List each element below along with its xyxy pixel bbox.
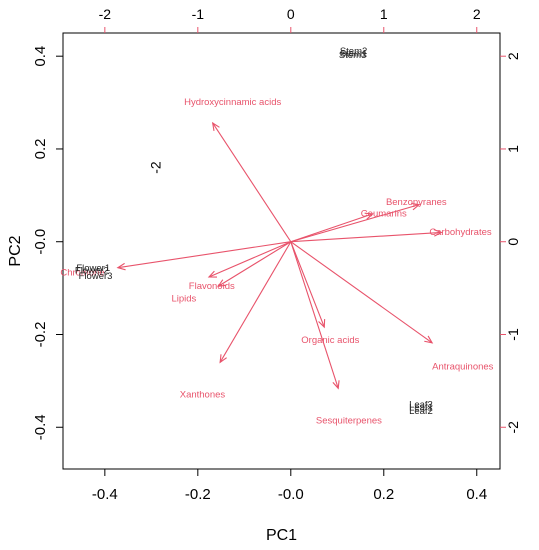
variable-label: Benzopyranes: [386, 197, 447, 208]
arrow-shaft: [219, 241, 292, 363]
observation-label: Stem3: [339, 50, 366, 61]
arrow-head: [219, 354, 227, 364]
arrow-shaft: [208, 241, 292, 278]
top-tick-label: 1: [380, 6, 388, 22]
y-tick-label: 0.2: [32, 139, 49, 160]
variable-label: Antraquinones: [432, 361, 494, 372]
x-axis-label: PC1: [266, 527, 297, 544]
top-tick-label: 2: [473, 6, 481, 22]
plot-frame: [62, 32, 501, 470]
arrow-head: [318, 319, 326, 329]
loading-arrow: [290, 212, 374, 243]
stray-tick-label: -2: [148, 161, 164, 174]
variable-label: Sesquiterpenes: [316, 416, 382, 427]
arrow-head: [433, 229, 443, 237]
loading-arrow: [290, 241, 340, 390]
right-tick-label: 2: [505, 52, 521, 60]
variable-label: Organic acids: [301, 335, 359, 346]
arrow-shaft: [212, 122, 292, 243]
observation-label: Leaf3: [409, 400, 433, 411]
arrow-shaft: [290, 204, 420, 243]
right-tick-label: 1: [505, 145, 521, 153]
arrow-head: [217, 279, 227, 287]
observation-label: Flower3: [79, 271, 113, 282]
x-tick-label: 0.2: [373, 486, 394, 503]
observation-label: Leaf1: [409, 402, 433, 413]
loading-arrow: [290, 229, 443, 243]
arrow-head: [424, 335, 434, 344]
variable-label: Lipids: [171, 293, 196, 304]
arrow-head: [207, 270, 217, 278]
y-axis-label: PC2: [7, 235, 24, 266]
arrow-head: [411, 202, 421, 211]
observation-label: Stem1: [340, 48, 367, 59]
observation-label: Flower2: [75, 265, 109, 276]
variable-label: Coumarins: [361, 208, 407, 219]
arrow-shaft: [217, 241, 292, 287]
x-tick-label: -0.2: [185, 486, 211, 503]
arrow-head: [364, 212, 374, 220]
x-tick-label: -0.4: [92, 486, 118, 503]
loading-arrow: [217, 241, 292, 287]
arrow-shaft: [290, 241, 339, 389]
loading-arrow: [219, 241, 292, 364]
arrow-shaft: [117, 241, 291, 269]
loading-arrow: [116, 241, 291, 271]
arrow-head: [211, 121, 220, 131]
variable-label: Xanthones: [180, 389, 226, 400]
x-tick-label: 0.4: [466, 486, 487, 503]
observation-label: Leaf2: [409, 406, 433, 417]
x-tick-label: -0.0: [278, 486, 304, 503]
y-tick-label: -0.0: [32, 229, 49, 255]
variable-label: Carbohydrates: [429, 227, 492, 238]
arrow-shaft: [290, 231, 442, 243]
top-tick-label: 0: [287, 6, 295, 22]
loading-arrow: [211, 121, 292, 243]
top-tick-label: -2: [99, 6, 112, 22]
loading-arrow: [290, 241, 434, 344]
top-tick-label: -1: [192, 6, 205, 22]
variable-label: Chromone: [60, 267, 104, 278]
y-tick-label: -0.4: [32, 414, 49, 440]
right-tick-label: -2: [505, 421, 521, 434]
arrow-shaft: [290, 241, 433, 344]
arrow-head: [332, 380, 340, 390]
arrow-shaft: [290, 213, 373, 243]
y-tick-label: 0.4: [32, 46, 49, 67]
observation-label: Stem2: [340, 46, 367, 57]
observation-label: Flower1: [76, 263, 110, 274]
variable-label: Flavonoids: [189, 281, 235, 292]
arrow-head: [116, 262, 126, 271]
variable-label: Hydroxycinnamic acids: [184, 97, 281, 108]
loading-arrow: [290, 202, 421, 243]
right-tick-label: 0: [505, 238, 521, 246]
y-tick-label: -0.2: [32, 322, 49, 348]
loading-arrow: [290, 241, 326, 329]
loading-arrow: [207, 241, 292, 278]
arrow-shaft: [290, 241, 325, 328]
right-tick-label: -1: [505, 328, 521, 341]
